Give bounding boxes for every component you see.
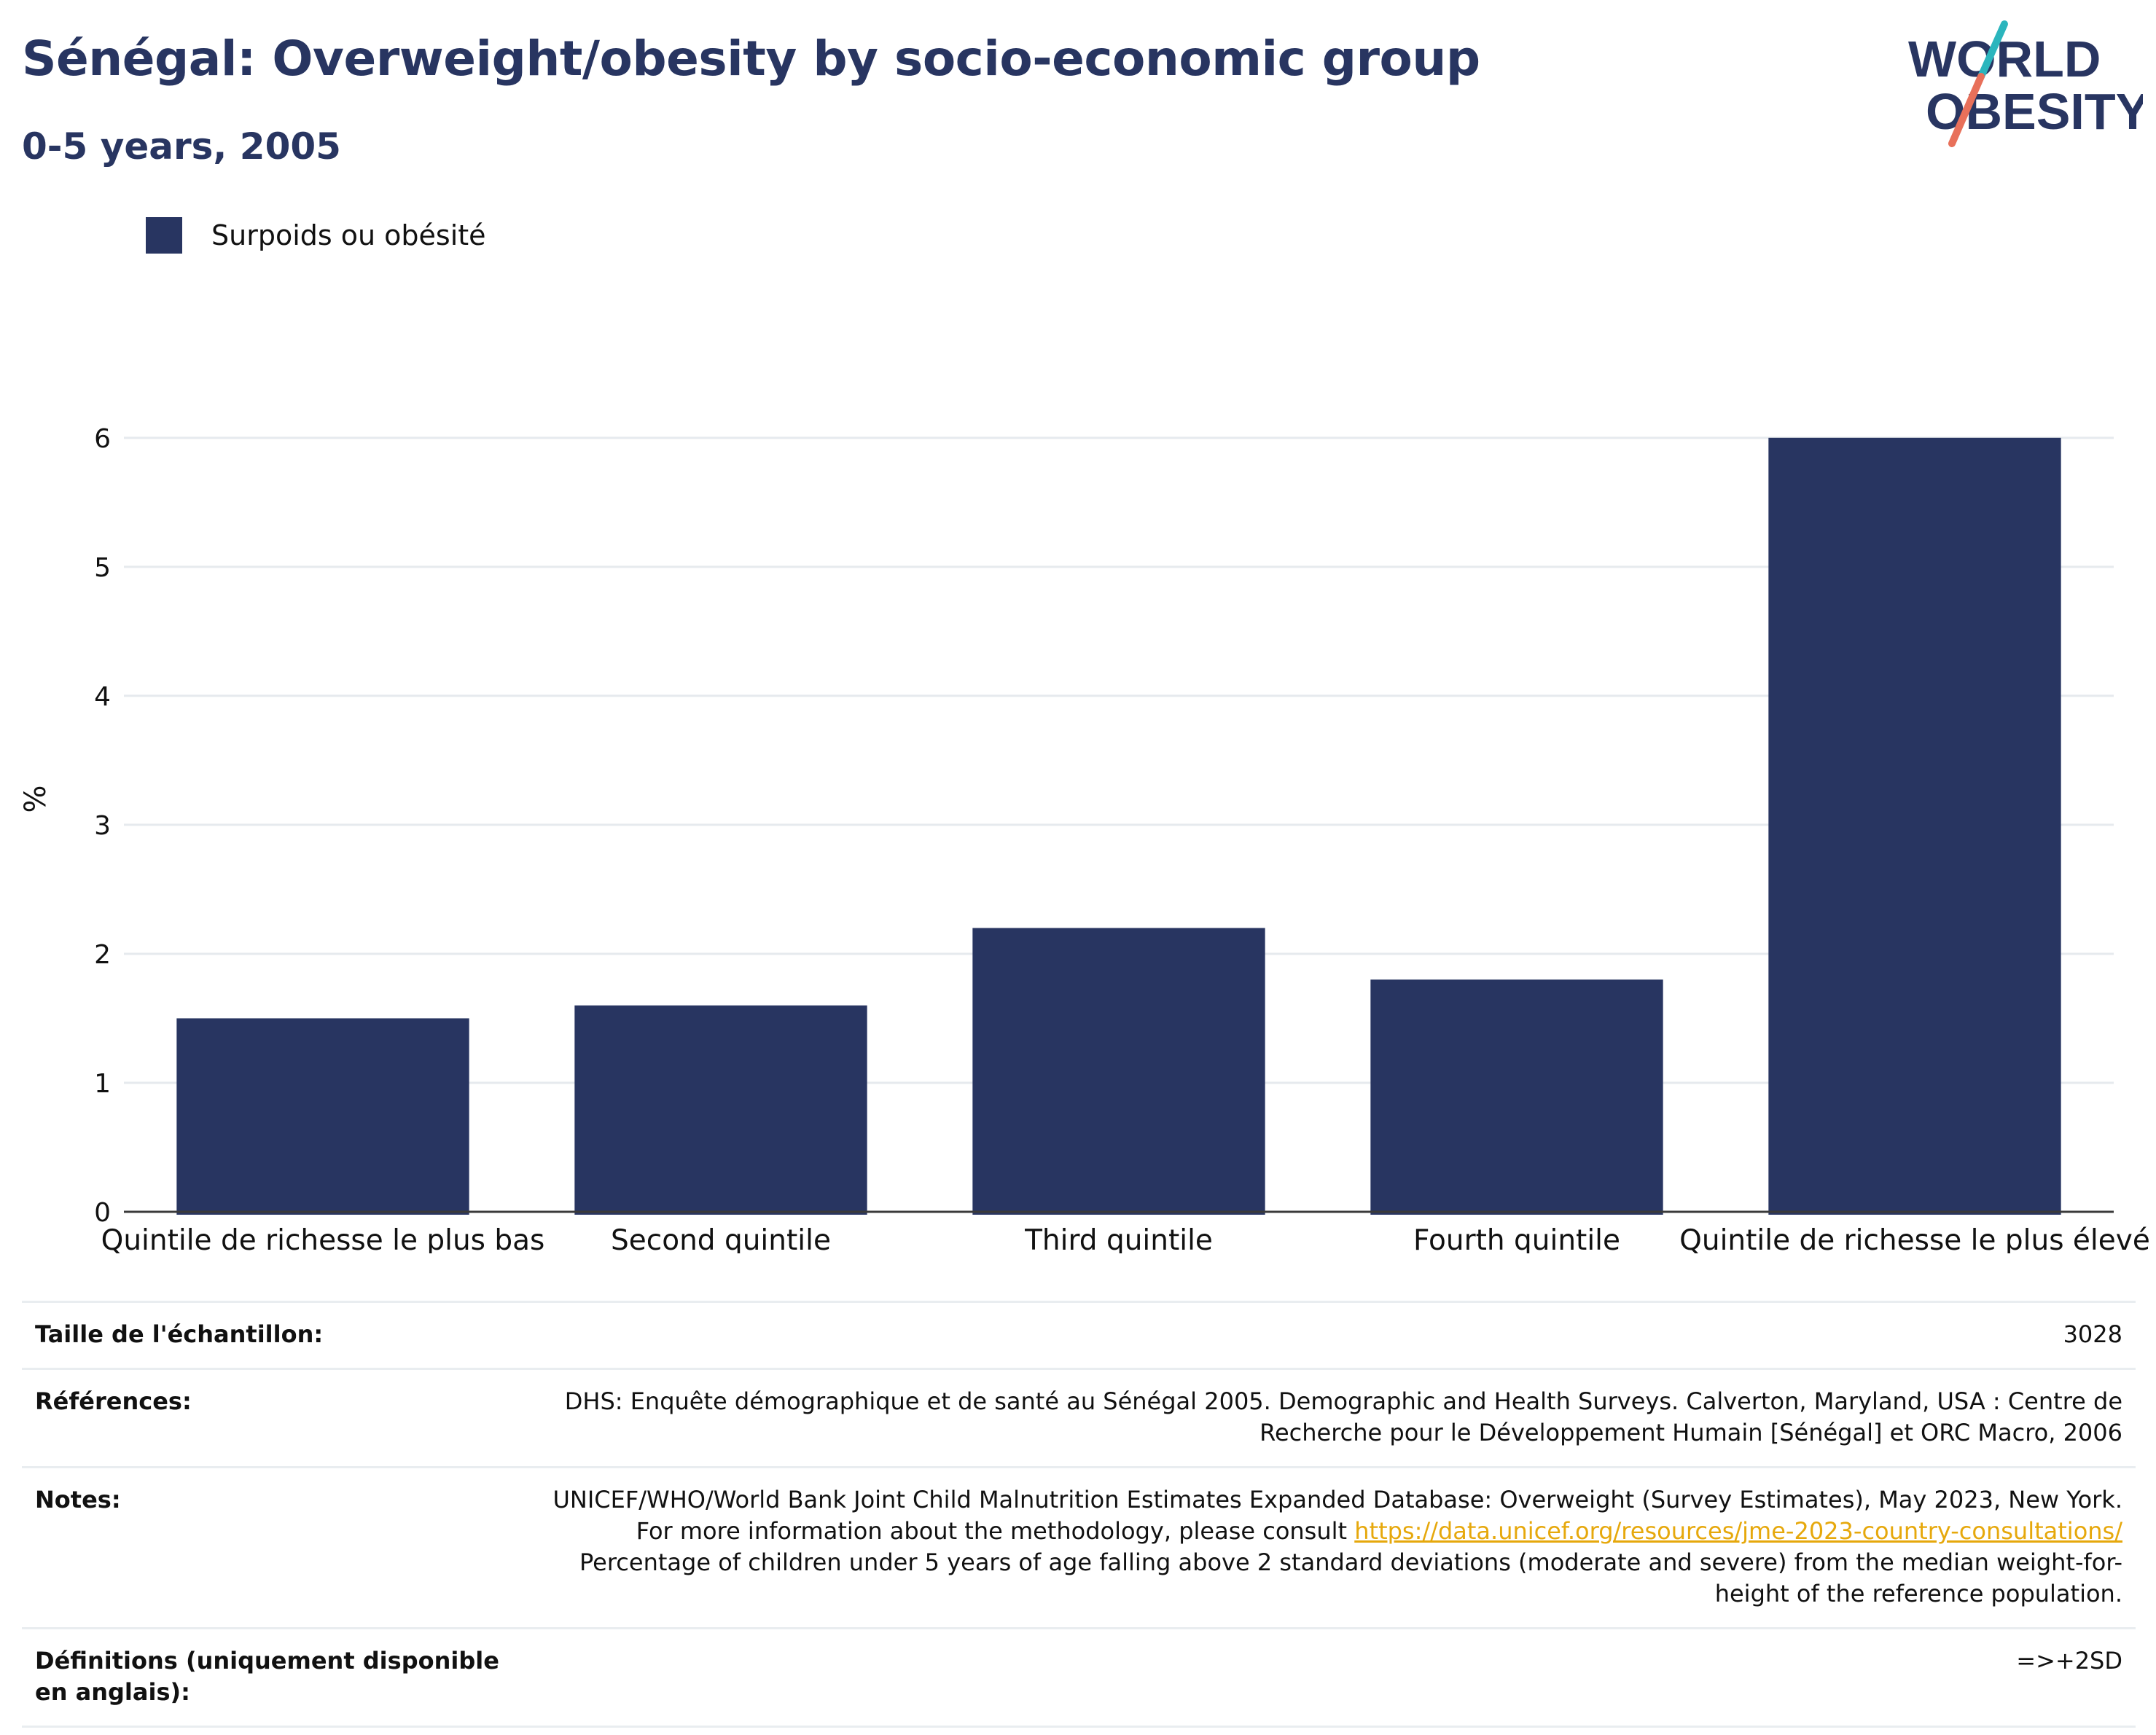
- definitions-label: Définitions (uniquement disponible en an…: [22, 1627, 529, 1728]
- info-table: Taille de l'échantillon: 3028 Références…: [22, 1301, 2136, 1728]
- y-tick-label: 5: [94, 553, 111, 583]
- chart-title: Sénégal: Overweight/obesity by socio-eco…: [22, 31, 1480, 87]
- y-tick-label: 2: [94, 940, 111, 970]
- definitions-value: =>+2SD: [529, 1627, 2136, 1728]
- bar[interactable]: [1370, 979, 1663, 1215]
- info-row-notes: Notes: UNICEF/WHO/World Bank Joint Child…: [22, 1466, 2136, 1629]
- notes-label: Notes:: [22, 1466, 529, 1629]
- x-tick-label: Quintile de richesse le plus bas: [101, 1224, 545, 1253]
- references-label: Références:: [22, 1368, 529, 1468]
- y-tick-label: 1: [94, 1069, 111, 1099]
- methodology-link[interactable]: https://data.unicef.org/resources/jme-20…: [1354, 1517, 2122, 1545]
- notes-value: UNICEF/WHO/World Bank Joint Child Malnut…: [529, 1466, 2136, 1629]
- logo-word-world: WORLD: [1908, 31, 2101, 87]
- bar[interactable]: [972, 928, 1265, 1215]
- notes-text-after-link: Percentage of children under 5 years of …: [579, 1548, 2122, 1607]
- notes-text-before-link: UNICEF/WHO/World Bank Joint Child Malnut…: [552, 1486, 2123, 1545]
- chart-subtitle: 0-5 years, 2005: [22, 125, 341, 168]
- bar[interactable]: [176, 1018, 469, 1215]
- info-row-references: Références: DHS: Enquête démographique e…: [22, 1368, 2136, 1468]
- logo-slash-teal: [1977, 20, 2008, 80]
- y-tick-label: 0: [94, 1198, 111, 1228]
- bars: [176, 437, 2061, 1215]
- x-tick-label: Second quintile: [611, 1224, 831, 1253]
- y-axis-title: %: [19, 785, 52, 812]
- x-tick-label: Fourth quintile: [1413, 1224, 1620, 1253]
- x-tick-label: Third quintile: [1024, 1224, 1213, 1253]
- references-value: DHS: Enquête démographique et de santé a…: [529, 1368, 2136, 1468]
- sample-size-value: 3028: [529, 1301, 2136, 1369]
- y-tick-label: 3: [94, 811, 111, 841]
- sample-size-label: Taille de l'échantillon:: [22, 1301, 529, 1369]
- info-row-definitions: Définitions (uniquement disponible en an…: [22, 1627, 2136, 1728]
- bar-chart: 0 1 2 3 4 5 6 Quintile de richesse le plus bas S…: [19, 424, 2150, 1253]
- x-tick-label: Quintile de richesse le plus élevé: [1679, 1224, 2150, 1253]
- chart-legend[interactable]: Surpoids ou obésité: [146, 217, 486, 254]
- logo-slash-coral: [1948, 73, 1985, 147]
- y-tick-label: 4: [94, 682, 111, 712]
- tick-labels: 0 1 2 3 4 5 6 Quintile de richesse le plus bas S…: [19, 424, 2150, 1253]
- bar[interactable]: [574, 1005, 867, 1215]
- bar[interactable]: [1768, 437, 2061, 1215]
- info-row-sample-size: Taille de l'échantillon: 3028: [22, 1301, 2136, 1369]
- legend-swatch: [146, 217, 182, 254]
- world-obesity-logo: WORLD OBESITY: [1908, 20, 2143, 147]
- logo-word-obesity: OBESITY: [1926, 83, 2143, 140]
- y-tick-label: 6: [94, 424, 111, 454]
- legend-label: Surpoids ou obésité: [211, 219, 486, 251]
